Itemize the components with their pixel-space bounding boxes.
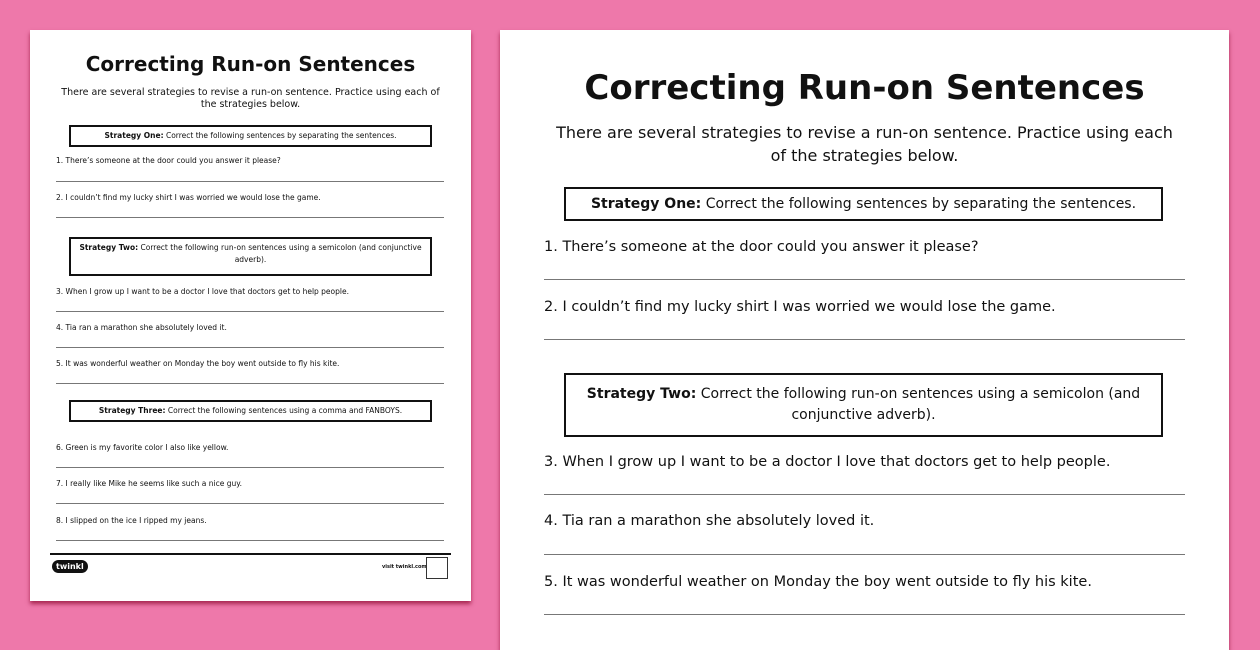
strategy-text: Correct the following run-on sentences u…: [138, 243, 422, 264]
strategy-one-box: Strategy One: Correct the following sent…: [564, 187, 1163, 221]
list-item: 2. I couldn’t find my lucky shirt I was …: [56, 193, 321, 202]
list-item: 3. When I grow up I want to be a doctor …: [56, 287, 349, 296]
answer-line[interactable]: [56, 311, 444, 312]
answer-line[interactable]: [56, 347, 444, 348]
worksheet-thumbnail: Correcting Run-on Sentences There are se…: [30, 30, 471, 601]
strategy-label: Strategy One:: [104, 131, 164, 140]
twinkl-badge-icon: [426, 557, 448, 579]
answer-line[interactable]: [544, 279, 1185, 280]
list-item: 5. It was wonderful weather on Monday th…: [56, 359, 340, 368]
list-item: 1. There’s someone at the door could you…: [56, 156, 281, 165]
worksheet-title: Correcting Run-on Sentences: [584, 68, 1145, 108]
list-item: 4. Tia ran a marathon she absolutely lov…: [544, 513, 875, 529]
worksheet-zoomed: Correcting Run-on Sentences There are se…: [500, 30, 1229, 650]
strategy-text: Correct the following sentences using a …: [165, 406, 403, 415]
answer-line[interactable]: [56, 540, 444, 541]
strategy-label: Strategy One:: [590, 196, 702, 212]
strategy-two-box: Strategy Two: Correct the following run-…: [69, 237, 432, 276]
strategy-three-box: Strategy Three: Correct the following se…: [69, 400, 432, 422]
answer-line[interactable]: [544, 554, 1185, 555]
answer-line[interactable]: [56, 217, 444, 218]
worksheet-intro: There are several strategies to revise a…: [61, 87, 440, 110]
list-item: 4. Tia ran a marathon she absolutely lov…: [56, 323, 227, 332]
answer-line[interactable]: [56, 383, 444, 384]
list-item: 1. There’s someone at the door could you…: [544, 239, 979, 255]
answer-line[interactable]: [56, 467, 444, 468]
worksheet-intro: There are several strategies to revise a…: [556, 123, 1173, 165]
answer-line[interactable]: [544, 339, 1185, 340]
list-item: 6. Green is my favorite color I also lik…: [56, 443, 229, 452]
answer-line[interactable]: [544, 494, 1185, 495]
strategy-text: Correct the following sentences by separ…: [701, 196, 1137, 212]
strategy-label: Strategy Two:: [586, 386, 697, 402]
answer-line[interactable]: [56, 181, 444, 182]
list-item: 7. I really like Mike he seems like such…: [56, 479, 242, 488]
twinkl-logo: twinkl: [52, 560, 88, 573]
strategy-text: Correct the following run-on sentences u…: [696, 386, 1141, 423]
answer-line[interactable]: [56, 503, 444, 504]
strategy-text: Correct the following sentences by separ…: [163, 131, 397, 140]
worksheet-title: Correcting Run-on Sentences: [85, 52, 416, 76]
strategy-label: Strategy Three:: [98, 406, 166, 415]
list-item: 3. When I grow up I want to be a doctor …: [544, 454, 1111, 470]
list-item: 2. I couldn’t find my lucky shirt I was …: [544, 299, 1056, 315]
strategy-two-box: Strategy Two: Correct the following run-…: [564, 373, 1163, 437]
strategy-label: Strategy Two:: [79, 243, 139, 252]
list-item: 5. It was wonderful weather on Monday th…: [544, 574, 1092, 590]
footer-divider: [50, 553, 451, 555]
answer-line[interactable]: [544, 614, 1185, 615]
strategy-one-box: Strategy One: Correct the following sent…: [69, 125, 432, 147]
list-item: 8. I slipped on the ice I ripped my jean…: [56, 516, 207, 525]
footer-site: visit twinkl.com: [382, 564, 427, 570]
